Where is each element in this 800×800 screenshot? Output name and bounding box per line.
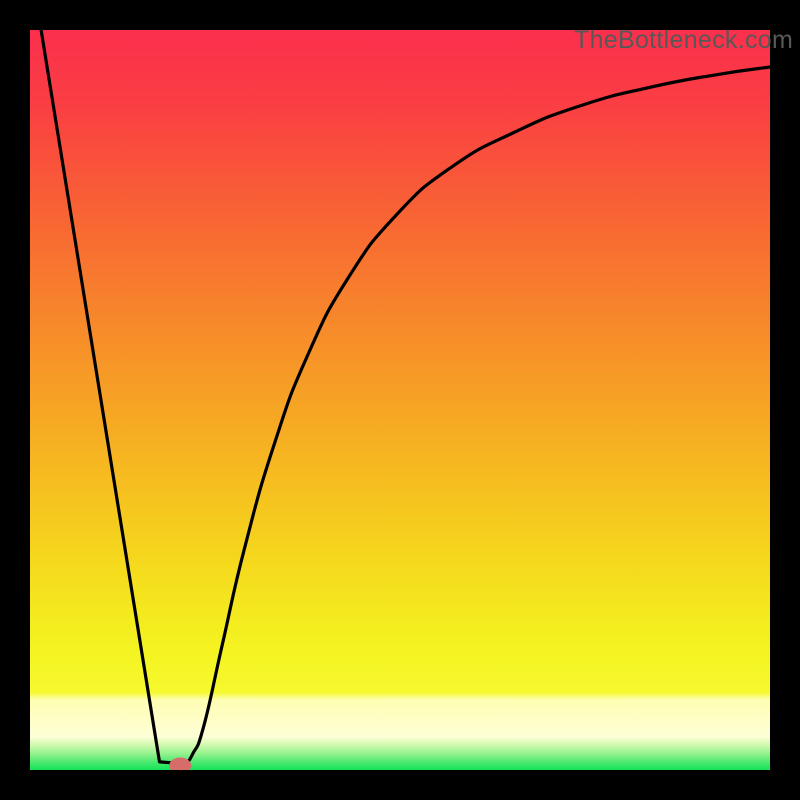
chart-frame: TheBottleneck.com: [0, 0, 800, 800]
plot-area: [30, 30, 770, 770]
watermark-text: TheBottleneck.com: [574, 26, 793, 55]
gradient-background: [30, 30, 770, 770]
